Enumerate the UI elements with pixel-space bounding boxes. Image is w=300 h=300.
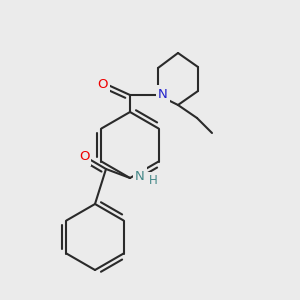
Text: O: O [98, 77, 108, 91]
Text: N: N [135, 169, 145, 182]
Text: N: N [158, 88, 168, 100]
Text: O: O [79, 151, 89, 164]
Text: H: H [148, 175, 158, 188]
